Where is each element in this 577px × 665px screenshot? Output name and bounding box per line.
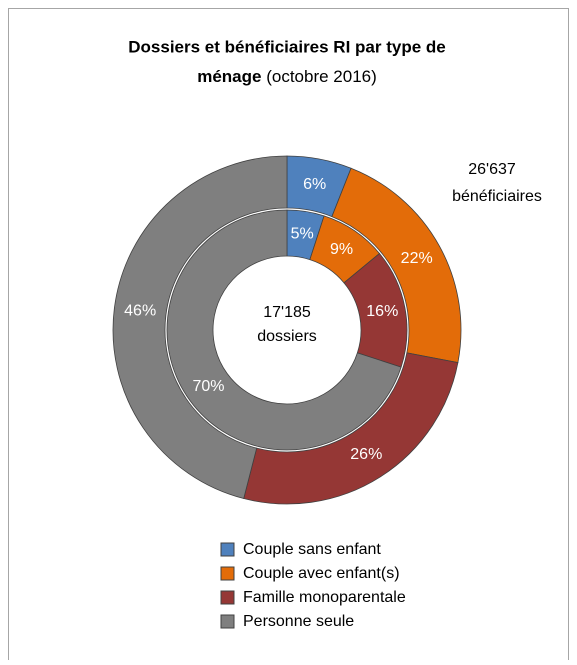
donut-segment [112,155,288,500]
chart-title: Dossiers et bénéficiaires RI par type de [128,37,445,56]
data-label: 5% [291,225,314,242]
chart-title-line: ménage (octobre 2016) [197,67,377,86]
chart-border [8,8,569,660]
donut-segment [166,209,402,451]
data-label: 9% [330,241,353,258]
legend-swatch [220,542,235,557]
annotation: dossiers [257,328,317,345]
data-label: 22% [401,250,433,267]
data-label: 26% [350,446,382,463]
legend-swatch [220,566,235,581]
annotation: bénéficiaires [452,188,542,205]
annotation: 17'185 [263,304,311,321]
annotation: 26'637 [468,161,516,178]
legend-label: Personne seule [243,613,354,630]
legend-swatch [220,614,235,629]
legend-label: Couple sans enfant [243,541,381,558]
legend-label: Famille monoparentale [243,589,406,606]
chart-subtitle: (octobre 2016) [266,67,377,86]
data-label: 6% [303,176,326,193]
data-label: 16% [366,303,398,320]
data-label: 46% [124,303,156,320]
data-label: 70% [193,378,225,395]
chart-title: ménage [197,67,261,86]
legend-label: Couple avec enfant(s) [243,565,400,582]
legend-swatch [220,590,235,605]
